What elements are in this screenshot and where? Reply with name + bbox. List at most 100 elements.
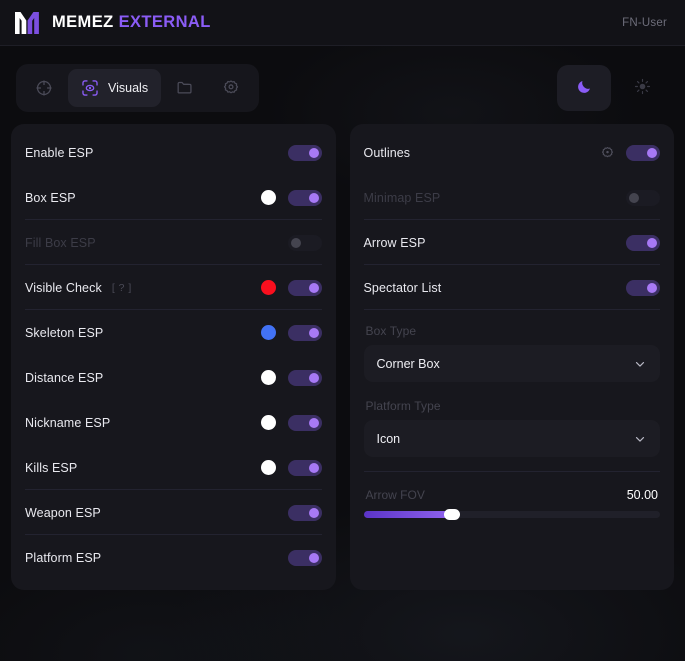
- box-type-select[interactable]: Corner Box: [363, 345, 660, 382]
- box-type-value: Corner Box: [376, 356, 440, 371]
- row-controls: [626, 189, 660, 206]
- row-controls: [260, 324, 322, 341]
- memez-m-logo-icon: [15, 11, 39, 34]
- row-label: Enable ESP: [25, 145, 94, 160]
- color-swatch-kills-esp[interactable]: [260, 460, 276, 475]
- toggle-enable-esp[interactable]: [287, 144, 322, 161]
- brand-primary: MEMEZ: [52, 13, 114, 31]
- theme-dark-button[interactable]: [557, 65, 611, 111]
- toggle-knob: [308, 552, 319, 563]
- row-label: Platform ESP: [25, 550, 102, 565]
- arrow-fov-slider-fill: [363, 511, 453, 518]
- row-controls: [287, 234, 322, 251]
- user-tag: FN-User: [622, 16, 667, 29]
- row-distance-esp: Distance ESP: [25, 355, 322, 400]
- arrow-fov-value: 50.00: [626, 488, 658, 502]
- toggle-knob: [629, 192, 639, 203]
- row-controls: [260, 279, 322, 296]
- toggle-nickname-esp[interactable]: [287, 414, 322, 431]
- arrow-fov-label: Arrow FOV: [365, 488, 425, 502]
- toggle-box-esp[interactable]: [287, 189, 322, 206]
- slider-divider: [363, 471, 660, 472]
- row-label: Kills ESP: [25, 460, 78, 475]
- toggle-knob: [308, 417, 319, 428]
- toggle-skeleton-esp[interactable]: [287, 324, 322, 341]
- toggle-knob: [308, 327, 319, 338]
- row-label: Distance ESP: [25, 370, 104, 385]
- row-label: Outlines: [363, 145, 411, 160]
- toggle-knob: [308, 462, 319, 473]
- tab-configs[interactable]: [163, 69, 207, 107]
- row-controls: [287, 504, 322, 521]
- row-enable-esp: Enable ESP: [25, 130, 322, 175]
- color-swatch-visible-check[interactable]: [260, 280, 276, 295]
- arrow-fov-slider[interactable]: [363, 509, 660, 520]
- crosshair-icon: [35, 79, 53, 97]
- row-controls: [601, 144, 660, 161]
- row-controls: [260, 414, 322, 431]
- platform-type-label: Platform Type: [365, 399, 441, 413]
- toggle-knob: [308, 192, 319, 203]
- toggle-knob: [308, 507, 319, 518]
- folder-icon: [176, 79, 194, 97]
- row-label: Skeleton ESP: [25, 325, 104, 340]
- visuals-left-panel: Enable ESP Box ESP Fill Box ESP Visible Che…: [11, 124, 336, 590]
- row-controls: [626, 279, 660, 296]
- row-label: Nickname ESP: [25, 415, 111, 430]
- row-label: Spectator List: [363, 280, 442, 295]
- row-label: Arrow ESP: [363, 235, 426, 250]
- arrow-fov-slider-header: Arrow FOV 50.00: [364, 472, 661, 511]
- toggle-spectator-list[interactable]: [626, 279, 660, 296]
- toggle-minimap-esp[interactable]: [626, 189, 660, 206]
- row-label: Box ESP: [25, 190, 76, 205]
- row-arrow-esp: Arrow ESP: [363, 220, 660, 265]
- tab-aim[interactable]: [22, 69, 66, 107]
- toggle-knob: [290, 237, 301, 248]
- brand-accent: EXTERNAL: [118, 13, 211, 31]
- toggle-knob: [308, 372, 319, 383]
- row-label: Visible Check: [25, 280, 102, 295]
- tab-visuals[interactable]: Visuals: [68, 69, 162, 107]
- row-minimap-esp: Minimap ESP: [363, 175, 660, 220]
- help-hint-icon[interactable]: [ ? ]: [111, 281, 132, 294]
- row-visible-check: Visible Check [ ? ]: [25, 265, 322, 310]
- toggle-knob: [308, 147, 319, 158]
- color-swatch-box-esp[interactable]: [260, 190, 276, 205]
- tab-settings[interactable]: [209, 69, 253, 107]
- toggle-knob: [647, 237, 657, 248]
- row-nickname-esp: Nickname ESP: [25, 400, 322, 445]
- color-swatch-distance-esp[interactable]: [260, 370, 276, 385]
- chevron-down-icon: [633, 357, 647, 371]
- outlines-settings-gear-icon[interactable]: [601, 146, 614, 159]
- arrow-fov-slider-handle[interactable]: [444, 509, 461, 520]
- toggle-platform-esp[interactable]: [287, 549, 322, 566]
- gear-icon: [222, 79, 240, 97]
- row-platform-esp: Platform ESP: [25, 535, 322, 580]
- row-skeleton-esp: Skeleton ESP: [25, 310, 322, 355]
- theme-light-button[interactable]: [615, 65, 669, 111]
- row-label: Weapon ESP: [25, 505, 101, 520]
- row-outlines: Outlines: [363, 130, 660, 175]
- app-header: MEMEZ EXTERNAL FN-User: [0, 0, 685, 46]
- settings-panels: Enable ESP Box ESP Fill Box ESP Visible Che…: [11, 124, 674, 590]
- toggle-kills-esp[interactable]: [287, 459, 322, 476]
- platform-type-value: Icon: [376, 431, 401, 446]
- toggle-fill-box-esp[interactable]: [287, 234, 322, 251]
- toggle-weapon-esp[interactable]: [287, 504, 322, 521]
- toggle-arrow-esp[interactable]: [626, 234, 660, 251]
- row-controls: [626, 234, 660, 251]
- scan-eye-icon: [81, 79, 99, 97]
- row-kills-esp: Kills ESP: [25, 445, 322, 490]
- color-swatch-skeleton-esp[interactable]: [260, 325, 276, 340]
- color-swatch-nickname-esp[interactable]: [260, 415, 276, 430]
- toggle-visible-check[interactable]: [287, 279, 322, 296]
- row-controls: [260, 189, 322, 206]
- toggle-knob: [647, 147, 657, 158]
- platform-type-select[interactable]: Icon: [363, 420, 660, 457]
- toggle-outlines[interactable]: [626, 144, 660, 161]
- toggle-distance-esp[interactable]: [287, 369, 322, 386]
- tab-visuals-label: Visuals: [108, 81, 149, 95]
- toolbar: Visuals: [0, 64, 685, 112]
- row-label: Minimap ESP: [363, 190, 441, 205]
- sun-icon: [634, 78, 651, 98]
